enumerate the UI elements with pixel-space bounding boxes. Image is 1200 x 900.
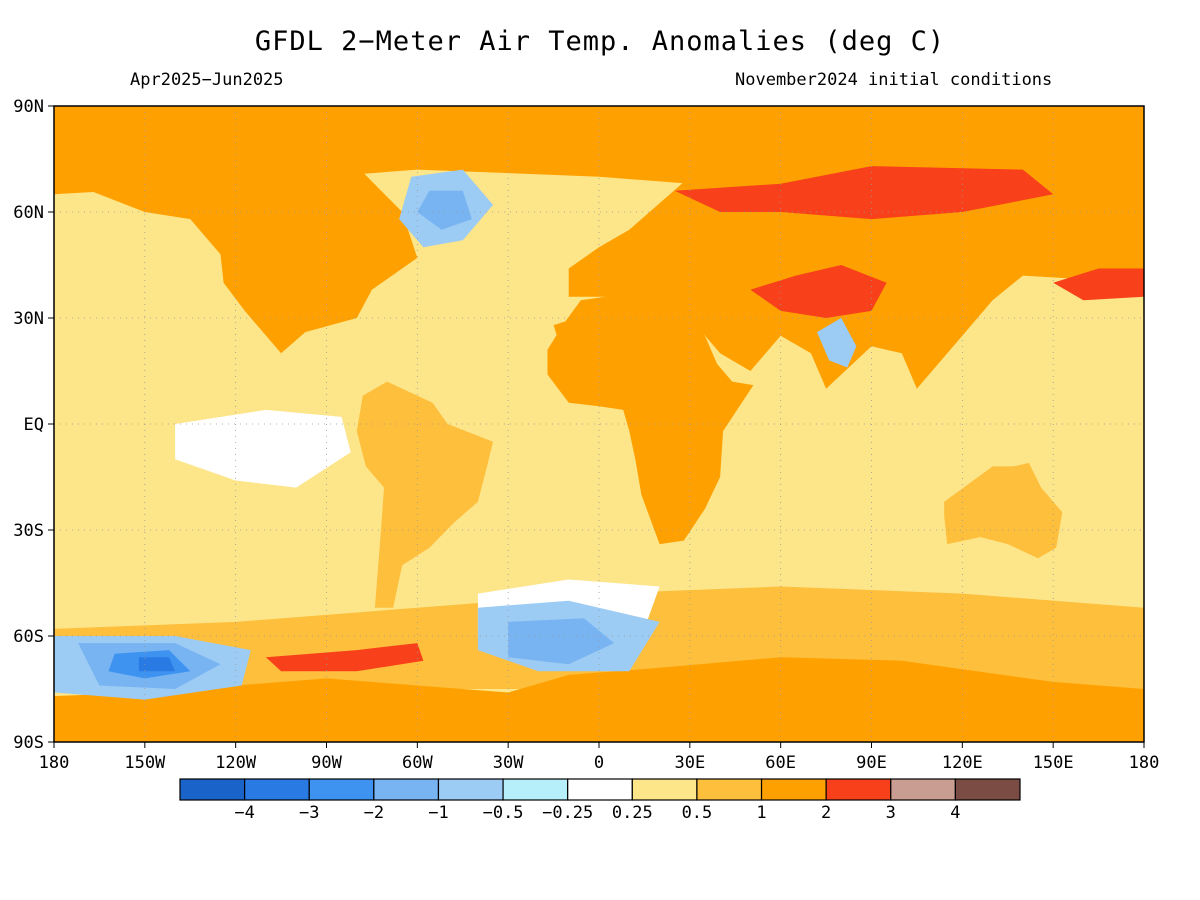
region-siberia-hot — [674, 166, 1054, 220]
lat-tick-label: 60N — [13, 203, 44, 223]
legend-label: 4 — [950, 803, 960, 823]
gridlines — [54, 106, 1144, 742]
legend-label: −0.25 — [542, 803, 593, 823]
lon-tick-label: 60W — [402, 753, 433, 773]
legend-label: 3 — [886, 803, 896, 823]
legend-label: −2 — [364, 803, 384, 823]
lat-tick-label: EQ — [24, 415, 44, 435]
legend-swatch — [567, 778, 633, 801]
region-australia — [944, 462, 1063, 559]
forecast-period: Apr2025−Jun2025 — [130, 70, 284, 90]
legend-swatch — [954, 778, 1021, 801]
region-labrador-cold — [417, 190, 472, 230]
initial-conditions: November2024 initial conditions — [735, 70, 1053, 90]
lon-tick-label: 180 — [1129, 753, 1160, 773]
lon-tick-label: 120W — [215, 753, 257, 773]
map-title: GFDL 2−Meter Air Temp. Anomalies (deg C) — [254, 26, 946, 57]
lon-tick-label: 150W — [124, 753, 166, 773]
region-weddell-cold — [508, 618, 615, 665]
lon-tick-label: 30W — [493, 753, 524, 773]
legend-swatch — [696, 778, 763, 801]
region-tropical-pacific-white — [175, 409, 351, 488]
region-amundsen-hot — [265, 643, 424, 672]
legend-swatch — [179, 778, 246, 801]
legend-swatch — [631, 778, 698, 801]
region-central-asia-hot — [750, 265, 887, 318]
legend-swatch — [760, 778, 827, 801]
region-north-pacific-hot — [1053, 268, 1144, 301]
legend-swatch — [437, 778, 504, 801]
legend-swatch — [825, 778, 892, 801]
lat-tick-label: 30S — [13, 521, 44, 541]
legend-swatch — [373, 778, 440, 801]
lon-tick-label: 0 — [594, 753, 604, 773]
anomaly-regions — [54, 106, 1144, 742]
lat-tick-label: 30N — [13, 309, 44, 329]
region-south-america — [356, 381, 493, 608]
region-north-america — [90, 166, 418, 354]
legend-label: −3 — [299, 803, 319, 823]
legend-swatch — [308, 778, 375, 801]
lon-tick-label: 90W — [311, 753, 342, 773]
lon-tick-label: 60E — [765, 753, 796, 773]
legend-label: −4 — [234, 803, 254, 823]
color-legend: −4 −3 −2 −1 −0.5 −0.25 0.25 0.5 1 2 3 4 — [179, 778, 1021, 823]
lon-tick-label: 30E — [674, 753, 705, 773]
legend-label: 2 — [821, 803, 831, 823]
legend-label: −1 — [428, 803, 448, 823]
region-antarctica — [54, 657, 1144, 742]
lon-tick-label: 180 — [39, 753, 70, 773]
lon-tick-label: 120E — [942, 753, 983, 773]
region-sahara-core — [553, 310, 721, 389]
legend-label: 1 — [756, 803, 766, 823]
lat-tick-label: 90N — [13, 97, 44, 117]
legend-label: −0.5 — [483, 803, 524, 823]
lon-tick-label: 150E — [1033, 753, 1074, 773]
region-ross-core — [138, 657, 176, 672]
legend-swatch — [502, 778, 569, 801]
anomaly-map — [54, 106, 1144, 742]
lat-tick-label: 60S — [13, 627, 44, 647]
lon-tick-label: 90E — [856, 753, 887, 773]
legend-swatch — [890, 778, 956, 801]
region-india-cool — [817, 318, 857, 368]
legend-label: 0.25 — [612, 803, 653, 823]
legend-swatch — [244, 778, 310, 801]
legend-label: 0.5 — [682, 803, 713, 823]
lat-tick-label: 90S — [13, 733, 44, 753]
